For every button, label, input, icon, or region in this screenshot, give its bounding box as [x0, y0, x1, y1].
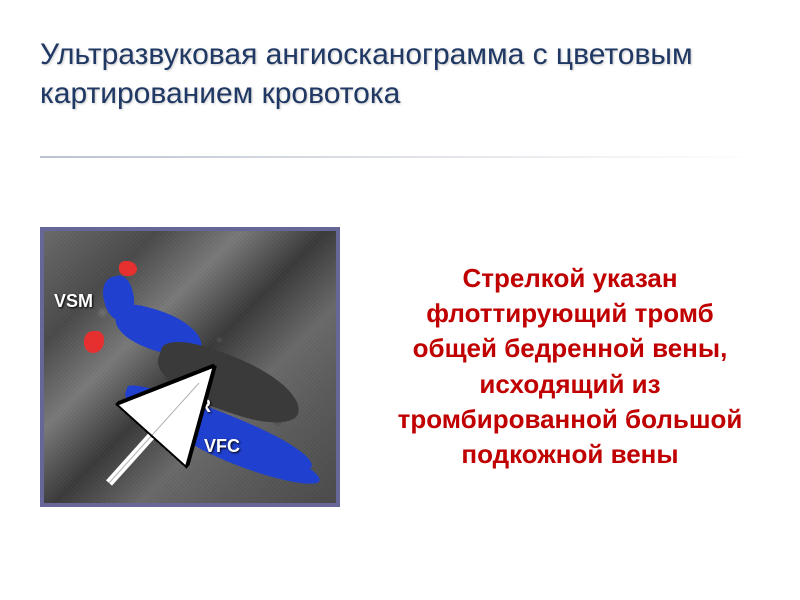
image-label-vsm: VSM [54, 291, 93, 312]
slide-title: Ультразвуковая ангиосканограмма с цветов… [40, 35, 760, 113]
caption-text: Стрелкой указан флоттирующий тромб общей… [380, 261, 760, 472]
ultrasound-image: VSM THR VFC [40, 227, 340, 507]
slide-container: Ультразвуковая ангиосканограмма с цветов… [0, 0, 800, 600]
title-underline [40, 156, 760, 158]
pointer-arrow-icon [99, 353, 239, 493]
ultrasound-background: VSM THR VFC [44, 231, 336, 503]
content-row: VSM THR VFC Стрелкой указан флоттирующий… [40, 168, 760, 565]
doppler-red-region [119, 261, 137, 276]
doppler-red-region [84, 331, 104, 353]
